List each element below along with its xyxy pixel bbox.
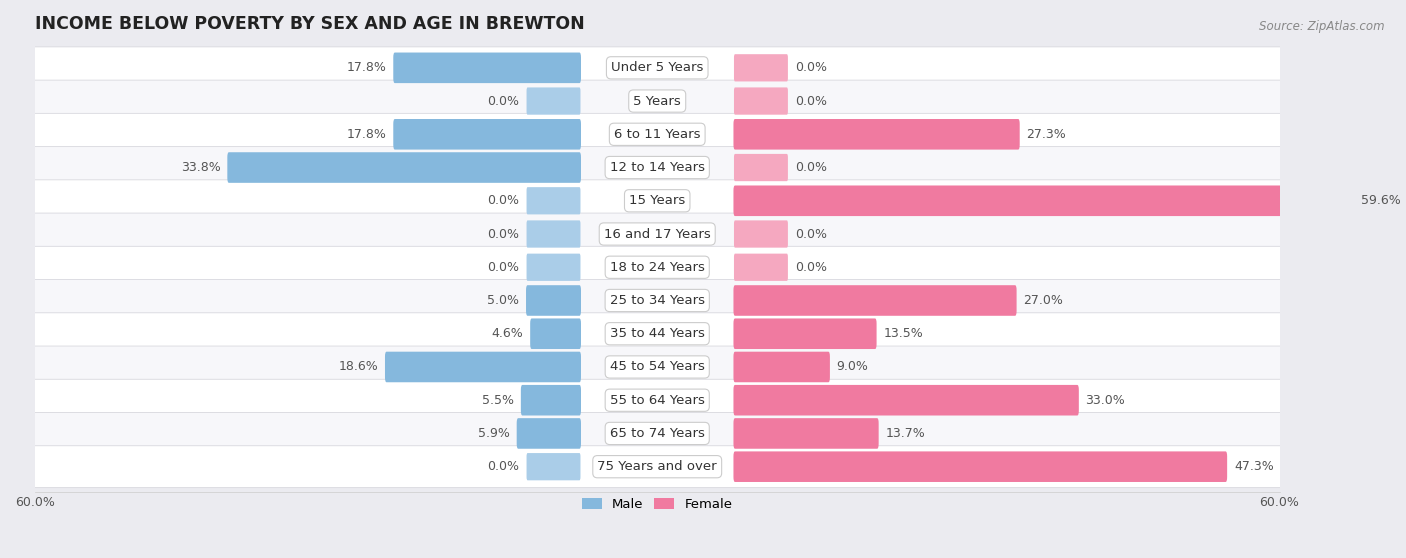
Text: 0.0%: 0.0%: [488, 94, 519, 108]
Text: 47.3%: 47.3%: [1234, 460, 1274, 473]
Text: 13.5%: 13.5%: [883, 327, 924, 340]
Text: 13.7%: 13.7%: [886, 427, 925, 440]
FancyBboxPatch shape: [526, 453, 581, 480]
Text: 5 Years: 5 Years: [633, 94, 681, 108]
Text: 33.0%: 33.0%: [1085, 394, 1125, 407]
FancyBboxPatch shape: [734, 319, 876, 349]
Text: 0.0%: 0.0%: [488, 460, 519, 473]
FancyBboxPatch shape: [13, 213, 1302, 255]
Text: 6 to 11 Years: 6 to 11 Years: [614, 128, 700, 141]
Text: 5.5%: 5.5%: [482, 394, 515, 407]
FancyBboxPatch shape: [394, 119, 581, 150]
FancyBboxPatch shape: [516, 418, 581, 449]
Text: 15 Years: 15 Years: [628, 194, 685, 207]
FancyBboxPatch shape: [13, 147, 1302, 189]
Text: 0.0%: 0.0%: [488, 228, 519, 240]
Text: 17.8%: 17.8%: [347, 128, 387, 141]
FancyBboxPatch shape: [734, 54, 787, 81]
FancyBboxPatch shape: [13, 346, 1302, 388]
FancyBboxPatch shape: [734, 451, 1227, 482]
FancyBboxPatch shape: [13, 113, 1302, 155]
FancyBboxPatch shape: [734, 88, 787, 115]
FancyBboxPatch shape: [385, 352, 581, 382]
Text: 5.0%: 5.0%: [488, 294, 519, 307]
Text: 0.0%: 0.0%: [796, 94, 827, 108]
Text: 35 to 44 Years: 35 to 44 Years: [610, 327, 704, 340]
Text: 0.0%: 0.0%: [488, 261, 519, 274]
Text: 33.8%: 33.8%: [181, 161, 221, 174]
FancyBboxPatch shape: [734, 254, 787, 281]
Text: 45 to 54 Years: 45 to 54 Years: [610, 360, 704, 373]
Text: 65 to 74 Years: 65 to 74 Years: [610, 427, 704, 440]
Text: 18 to 24 Years: 18 to 24 Years: [610, 261, 704, 274]
Text: 25 to 34 Years: 25 to 34 Years: [610, 294, 704, 307]
FancyBboxPatch shape: [13, 47, 1302, 89]
FancyBboxPatch shape: [530, 319, 581, 349]
FancyBboxPatch shape: [526, 285, 581, 316]
Text: Under 5 Years: Under 5 Years: [612, 61, 703, 74]
FancyBboxPatch shape: [13, 180, 1302, 222]
Text: 0.0%: 0.0%: [796, 161, 827, 174]
FancyBboxPatch shape: [734, 385, 1078, 416]
Text: 0.0%: 0.0%: [796, 261, 827, 274]
FancyBboxPatch shape: [13, 313, 1302, 355]
Text: 17.8%: 17.8%: [347, 61, 387, 74]
Text: 75 Years and over: 75 Years and over: [598, 460, 717, 473]
Text: 0.0%: 0.0%: [488, 194, 519, 207]
Text: Source: ZipAtlas.com: Source: ZipAtlas.com: [1260, 20, 1385, 32]
Text: INCOME BELOW POVERTY BY SEX AND AGE IN BREWTON: INCOME BELOW POVERTY BY SEX AND AGE IN B…: [35, 15, 585, 33]
FancyBboxPatch shape: [13, 80, 1302, 122]
FancyBboxPatch shape: [394, 52, 581, 83]
FancyBboxPatch shape: [526, 254, 581, 281]
FancyBboxPatch shape: [13, 379, 1302, 421]
Text: 55 to 64 Years: 55 to 64 Years: [610, 394, 704, 407]
FancyBboxPatch shape: [734, 119, 1019, 150]
FancyBboxPatch shape: [734, 220, 787, 248]
Text: 12 to 14 Years: 12 to 14 Years: [610, 161, 704, 174]
FancyBboxPatch shape: [13, 446, 1302, 488]
Text: 5.9%: 5.9%: [478, 427, 510, 440]
Text: 16 and 17 Years: 16 and 17 Years: [603, 228, 710, 240]
Text: 18.6%: 18.6%: [339, 360, 378, 373]
FancyBboxPatch shape: [734, 352, 830, 382]
FancyBboxPatch shape: [734, 185, 1355, 216]
FancyBboxPatch shape: [13, 246, 1302, 288]
Text: 9.0%: 9.0%: [837, 360, 869, 373]
FancyBboxPatch shape: [526, 220, 581, 248]
FancyBboxPatch shape: [228, 152, 581, 183]
Text: 59.6%: 59.6%: [1361, 194, 1402, 207]
Text: 27.0%: 27.0%: [1024, 294, 1063, 307]
FancyBboxPatch shape: [734, 285, 1017, 316]
FancyBboxPatch shape: [734, 418, 879, 449]
Text: 27.3%: 27.3%: [1026, 128, 1066, 141]
Legend: Male, Female: Male, Female: [576, 493, 738, 517]
FancyBboxPatch shape: [520, 385, 581, 416]
FancyBboxPatch shape: [526, 187, 581, 214]
FancyBboxPatch shape: [13, 280, 1302, 321]
Text: 0.0%: 0.0%: [796, 61, 827, 74]
FancyBboxPatch shape: [13, 412, 1302, 454]
FancyBboxPatch shape: [526, 88, 581, 115]
Text: 4.6%: 4.6%: [492, 327, 523, 340]
Text: 0.0%: 0.0%: [796, 228, 827, 240]
FancyBboxPatch shape: [734, 154, 787, 181]
